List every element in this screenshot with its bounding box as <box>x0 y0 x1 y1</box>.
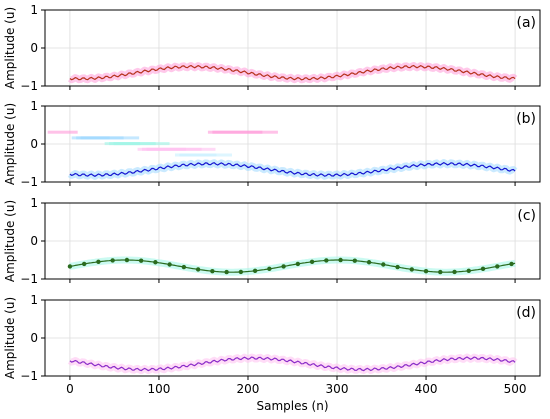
signal-marker <box>324 258 329 263</box>
signal-marker <box>480 266 486 272</box>
noise-patch <box>207 130 278 134</box>
y-axis-label: Amplitude (u) <box>3 200 17 282</box>
x-axis-label: Samples (n) <box>256 399 328 413</box>
y-tick-label: 0 <box>30 137 38 151</box>
y-tick-label: −1 <box>20 272 38 286</box>
panel-4: −1 0 1 Amplitude (u) (d) 0 100 200 300 400 500 Samp… <box>3 293 541 413</box>
signal-marker <box>110 258 115 263</box>
panel-3: −1 0 1 Amplitude (u) (c) <box>3 196 541 286</box>
signal-line <box>69 356 516 372</box>
x-tick-label: 0 <box>66 382 74 396</box>
signal-marker <box>466 268 471 274</box>
signal-marker <box>338 257 343 263</box>
signal-marker <box>267 266 272 272</box>
y-tick-label: 0 <box>30 331 38 345</box>
signal-marker <box>438 269 443 275</box>
y-axis-label: Amplitude (u) <box>3 297 17 379</box>
y-tick-label: 0 <box>30 41 38 55</box>
signal-marker <box>81 261 87 267</box>
panel-label: (d) <box>516 305 536 321</box>
noise-patch <box>137 147 202 151</box>
signal-band <box>68 256 517 276</box>
signal-marker <box>195 267 201 272</box>
signal-marker <box>495 264 500 269</box>
y-axis-label: Amplitude (u) <box>3 103 17 185</box>
y-axis-label: Amplitude (u) <box>3 7 17 89</box>
x-tick-label: 400 <box>415 382 438 396</box>
panel-label: (a) <box>516 15 536 31</box>
signal-line <box>69 162 516 177</box>
noise-patch <box>71 136 110 140</box>
signal-band <box>67 62 518 84</box>
x-tick-label: 300 <box>326 382 349 396</box>
signal-marker <box>224 269 229 275</box>
signal-marker <box>181 264 187 270</box>
signal-marker <box>366 260 372 265</box>
y-tick-label: −1 <box>20 175 38 189</box>
signal-marker <box>295 261 301 267</box>
noise-patch <box>174 153 232 157</box>
y-tick-label: −1 <box>20 79 38 93</box>
signal-marker <box>138 258 144 263</box>
panel-1: −1 0 1 Amplitude (u) (a) <box>3 3 541 93</box>
y-tick-label: 1 <box>30 3 38 17</box>
signal-marker <box>96 259 101 264</box>
x-tick-label: 100 <box>148 382 171 396</box>
panel-2: −1 0 1 Amplitude (u) (b) <box>3 99 541 189</box>
signal-marker <box>509 261 514 267</box>
signal-marker <box>352 258 358 263</box>
signal-marker <box>309 259 315 264</box>
signal-marker <box>423 268 429 274</box>
noise-patch <box>47 130 78 134</box>
signal-marker <box>395 264 400 270</box>
signal-marker <box>153 260 158 265</box>
signal-marker <box>67 264 73 269</box>
panel-label: (c) <box>517 208 536 224</box>
signal-marker <box>281 264 286 269</box>
signal-marker <box>210 268 215 274</box>
x-tick-label: 200 <box>237 382 260 396</box>
signal-marker <box>252 268 258 274</box>
y-tick-label: 0 <box>30 234 38 248</box>
y-tick-label: 1 <box>30 99 38 113</box>
signal-line <box>69 64 516 81</box>
signal-marker <box>238 269 244 275</box>
signal-marker <box>452 269 457 275</box>
signal-marker <box>167 262 172 267</box>
signal-marker <box>409 267 414 272</box>
panel-label: (b) <box>516 111 536 127</box>
noise-patch <box>104 142 156 146</box>
y-tick-label: 1 <box>30 196 38 210</box>
signal-marker <box>124 257 130 263</box>
signal-marker <box>381 262 386 267</box>
x-tick-label: 500 <box>504 382 527 396</box>
y-tick-label: −1 <box>20 369 38 383</box>
y-tick-label: 1 <box>30 293 38 307</box>
